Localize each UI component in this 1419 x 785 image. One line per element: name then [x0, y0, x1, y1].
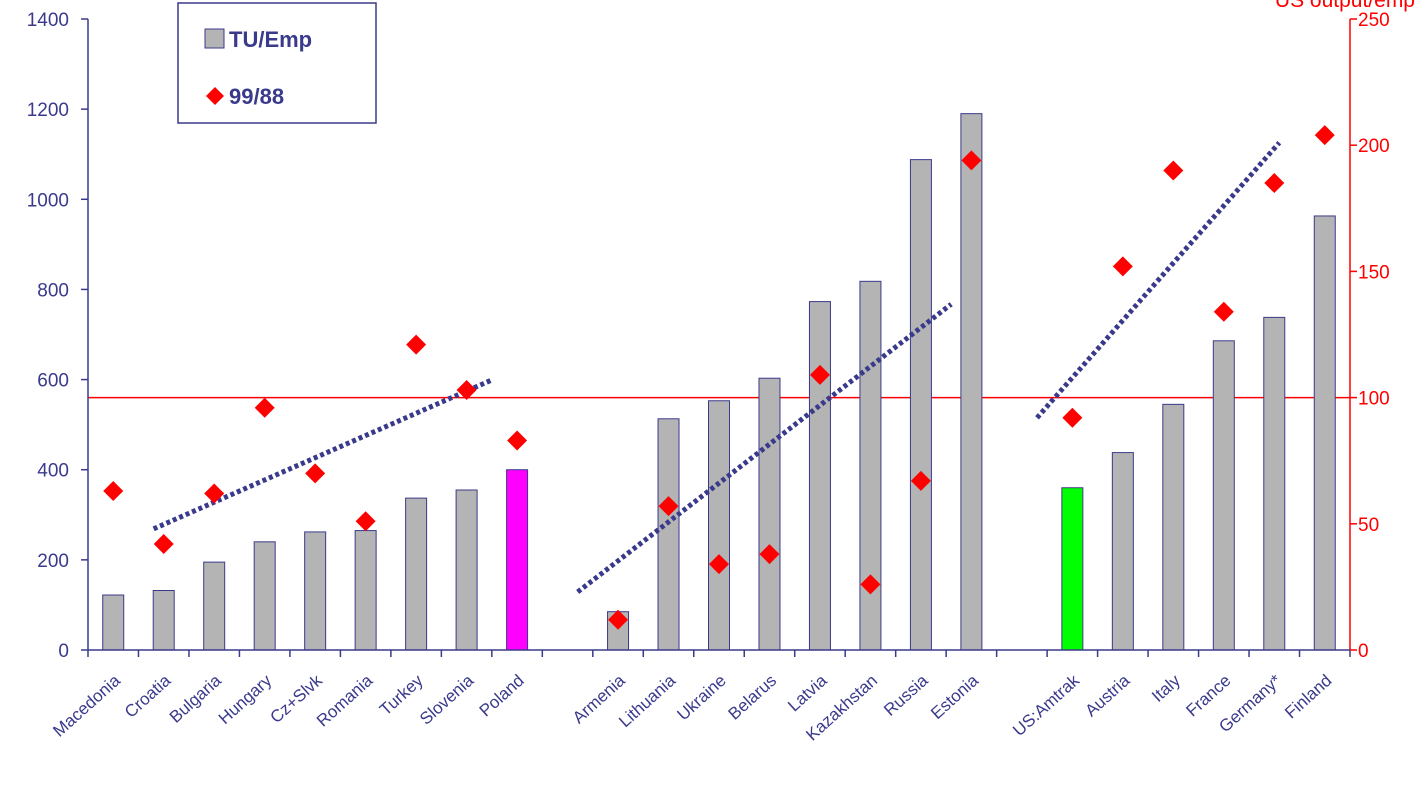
- point-Hungary: [254, 397, 275, 418]
- bar-US:Amtrak: [1061, 487, 1084, 651]
- y-right-tick-label: 200: [1358, 136, 1390, 157]
- x-tick-label: Latvia: [784, 670, 831, 715]
- bar-Lithuania: [657, 418, 680, 651]
- x-tick-label: Poland: [476, 671, 528, 721]
- point-Cz+Slvk: [305, 463, 326, 484]
- x-tick-label: Ukraine: [673, 671, 729, 724]
- bar-Bulgaria: [203, 561, 226, 651]
- point-Croatia: [153, 533, 174, 554]
- point-Bulgaria: [204, 483, 225, 504]
- bar-Turkey: [405, 497, 428, 651]
- trendlines-layer: [152, 141, 1282, 594]
- point-Belarus: [759, 544, 780, 565]
- point-Germany*: [1264, 173, 1285, 194]
- point-Russia: [910, 470, 931, 491]
- axes-layer: [81, 18, 1357, 657]
- y-left-tick-label: 1400: [27, 10, 69, 31]
- legend-box: [177, 2, 377, 124]
- bar-Poland: [506, 469, 529, 651]
- bar-Estonia: [960, 113, 983, 651]
- bar-Croatia: [152, 590, 175, 651]
- x-tick-label: Slovenia: [416, 670, 478, 728]
- y-left-tick-label: 800: [37, 280, 69, 301]
- x-tick-label: Hungary: [215, 671, 276, 728]
- bar-Austria: [1111, 452, 1134, 651]
- bars-layer: [102, 113, 1336, 651]
- point-Poland: [507, 430, 528, 451]
- right-axis-label: US output/emp: [1275, 0, 1415, 12]
- x-tick-label: Russia: [880, 670, 932, 719]
- bar-Belarus: [758, 377, 781, 651]
- point-France: [1213, 301, 1234, 322]
- bar-Italy: [1162, 403, 1185, 651]
- x-tick-label: US:Amtrak: [1009, 671, 1083, 740]
- x-tick-label: Estonia: [927, 670, 982, 722]
- point-Austria: [1112, 256, 1133, 277]
- x-tick-label: Finland: [1281, 671, 1335, 722]
- y-left-tick-label: 600: [37, 371, 69, 392]
- legend: TU/Emp 99/88: [177, 2, 377, 124]
- point-Armenia: [608, 609, 629, 630]
- x-tick-label: Macedonia: [49, 670, 124, 740]
- y-left-tick-label: 0: [58, 641, 69, 662]
- trendline-2: [576, 302, 953, 594]
- x-tick-label: Bulgaria: [166, 670, 225, 726]
- point-Lithuania: [658, 496, 679, 517]
- x-tick-label: Austria: [1081, 670, 1133, 720]
- x-tick-label: Belarus: [725, 671, 781, 724]
- y-left-tick-label: 200: [37, 551, 69, 572]
- points-layer: [103, 125, 1335, 630]
- bar-Germany*: [1263, 316, 1286, 651]
- y-right-tick-label: 50: [1358, 515, 1379, 536]
- legend-label-tu-emp: TU/Emp: [229, 27, 312, 52]
- point-Kazakhstan: [860, 574, 881, 595]
- point-Romania: [355, 511, 376, 532]
- bar-Kazakhstan: [859, 280, 882, 651]
- point-Macedonia: [103, 480, 124, 501]
- y-left-tick-label: 400: [37, 461, 69, 482]
- x-tick-label: Italy: [1148, 671, 1184, 706]
- trendline-1: [152, 377, 493, 532]
- x-tick-label: Lithuania: [615, 670, 679, 731]
- legend-label-99-88: 99/88: [229, 84, 284, 109]
- legend-marker-diamond: [206, 87, 224, 105]
- point-Finland: [1314, 125, 1335, 146]
- bar-Cz+Slvk: [304, 531, 327, 651]
- bar-Romania: [354, 530, 377, 651]
- bar-Finland: [1313, 215, 1336, 651]
- bar-Macedonia: [102, 594, 125, 651]
- point-US:Amtrak: [1062, 407, 1083, 428]
- y-right-tick-label: 150: [1358, 262, 1390, 283]
- point-Latvia: [809, 364, 830, 385]
- point-Estonia: [961, 150, 982, 171]
- y-right-tick-label: 250: [1358, 10, 1390, 31]
- bar-Ukraine: [708, 400, 730, 651]
- bar-France: [1212, 340, 1235, 651]
- y-right-tick-label: 100: [1358, 389, 1390, 410]
- y-right-tick-label: 0: [1358, 641, 1369, 662]
- trendline-3: [1035, 141, 1282, 420]
- x-tick-label: Romania: [313, 670, 377, 730]
- bar-Hungary: [253, 541, 276, 651]
- y-left-tick-label: 1000: [27, 190, 69, 211]
- y-left-tick-label: 1200: [27, 100, 69, 121]
- bar-Slovenia: [455, 489, 478, 651]
- point-Turkey: [406, 334, 427, 355]
- point-Italy: [1163, 160, 1184, 181]
- bar-Latvia: [808, 301, 831, 651]
- point-Ukraine: [709, 554, 729, 575]
- point-Slovenia: [456, 380, 477, 401]
- legend-swatch-bar: [204, 28, 225, 49]
- bar-Russia: [909, 159, 932, 651]
